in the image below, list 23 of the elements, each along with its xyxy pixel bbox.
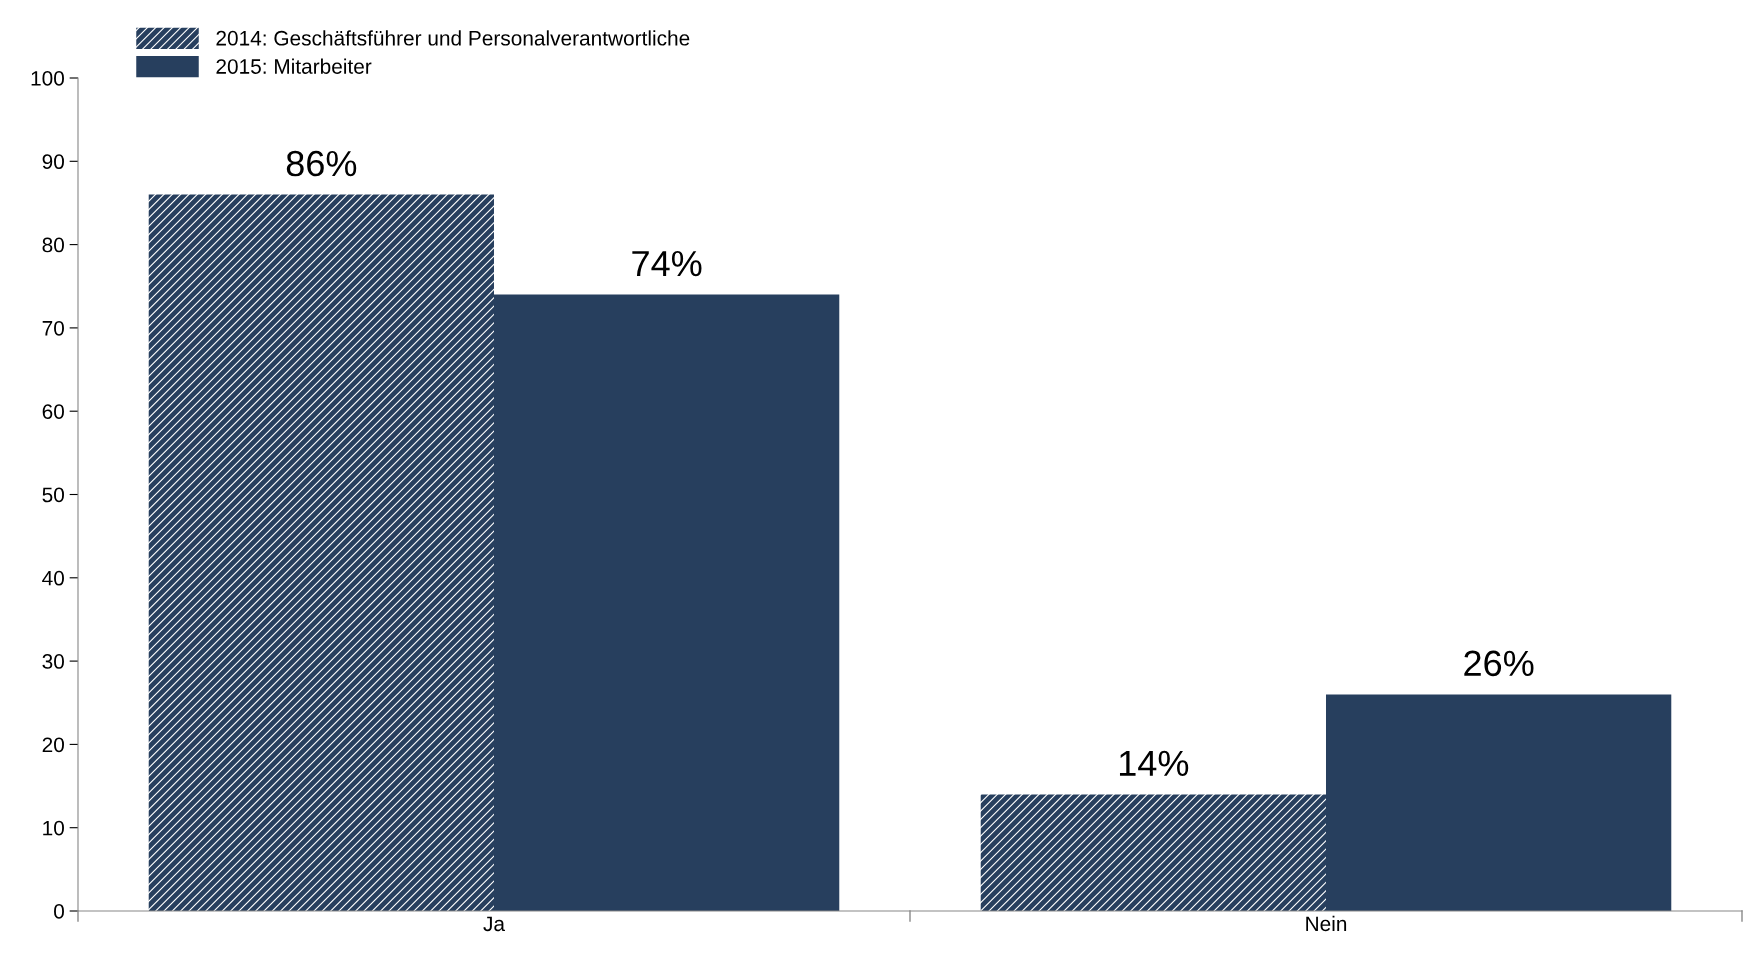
x-tick-label: Ja [483, 916, 505, 932]
legend-label: 2015: Mitarbeiter [216, 58, 372, 74]
bar [1326, 694, 1672, 911]
y-tick-label: 40 [42, 570, 64, 586]
data-label: 86% [286, 150, 357, 177]
data-label: 14% [1119, 750, 1189, 776]
y-tick-label: 100 [31, 71, 64, 86]
y-tick-label: 10 [43, 820, 64, 836]
legend-label: 2014: Geschäftsführer und Personalverantwortliche [216, 30, 690, 46]
y-tick-label: 30 [42, 654, 64, 669]
y-tick-label: 60 [42, 404, 64, 419]
x-tick-label: Nein [1306, 915, 1347, 932]
y-tick-label: 90 [42, 154, 64, 170]
bar [494, 294, 840, 911]
y-tick-label: 50 [42, 487, 64, 503]
bar [148, 194, 494, 911]
y-tick-label: 20 [42, 737, 64, 753]
y-tick-label: 80 [42, 237, 64, 253]
y-tick-label: 70 [42, 320, 64, 336]
data-label: 74% [632, 250, 702, 277]
bar [980, 794, 1326, 911]
y-tick-label: 0 [54, 904, 64, 919]
data-label: 26% [1464, 650, 1534, 677]
